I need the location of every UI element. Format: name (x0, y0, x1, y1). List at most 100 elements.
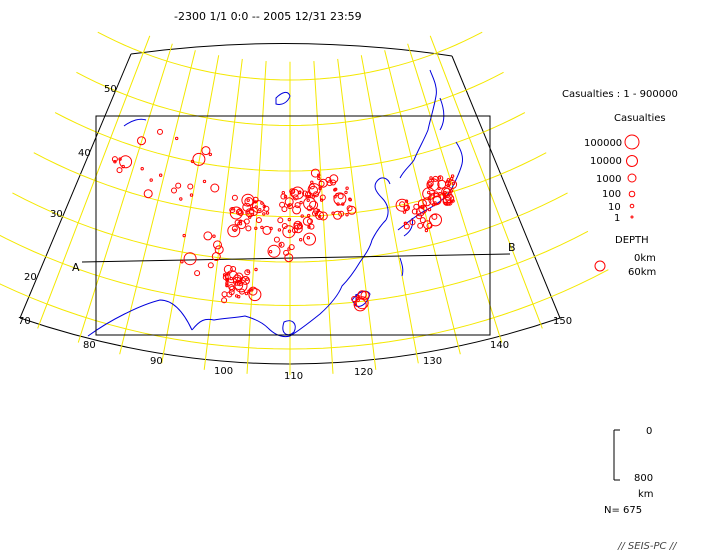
event-marker (236, 208, 243, 215)
event-marker (279, 201, 286, 208)
event-marker (337, 193, 344, 200)
legend-depth-60: 60km (628, 267, 656, 278)
event-marker (305, 191, 311, 198)
lat-label-40: 40 (78, 148, 91, 159)
event-marker (280, 193, 287, 200)
event-marker (246, 198, 250, 202)
event-marker (319, 198, 324, 202)
event-marker (248, 215, 252, 219)
event-marker (346, 205, 353, 212)
event-marker (208, 152, 213, 157)
event-marker (227, 224, 241, 238)
event-marker (427, 180, 434, 187)
event-marker (317, 173, 321, 177)
event-marker (308, 223, 315, 230)
event-marker (306, 236, 311, 240)
depth-scale (613, 429, 620, 481)
meridian-line (429, 35, 543, 329)
event-marker (318, 180, 325, 187)
event-marker (307, 183, 321, 197)
event-marker (207, 262, 214, 269)
event-marker (419, 217, 426, 224)
event-marker (442, 196, 452, 206)
event-marker (159, 173, 163, 177)
event-marker (284, 253, 294, 263)
event-marker (438, 192, 442, 196)
event-marker (341, 202, 345, 206)
event-marker (335, 192, 339, 197)
event-marker (429, 193, 433, 197)
event-marker (437, 186, 441, 191)
event-marker (171, 187, 177, 194)
meridian-line (407, 43, 503, 343)
event-marker (277, 217, 284, 224)
event-marker (287, 247, 291, 251)
event-marker (302, 190, 308, 197)
legend-size-100000: 100000 (584, 138, 622, 149)
lon-label-80: 80 (83, 340, 96, 351)
event-marker (252, 200, 265, 214)
event-marker (294, 202, 301, 209)
legend-circle-100 (628, 190, 636, 198)
legend-circle-10000 (626, 155, 638, 167)
event-marker (111, 156, 118, 163)
event-count: N= 675 (604, 505, 642, 516)
event-marker (252, 196, 259, 203)
event-marker (222, 273, 227, 277)
event-marker (287, 217, 291, 222)
event-marker (258, 208, 262, 212)
event-marker (416, 213, 422, 220)
legend-depth-title: DEPTH (615, 235, 649, 246)
event-marker (418, 204, 428, 214)
software-credit: // SEIS-PC // (617, 541, 678, 552)
event-marker (245, 277, 249, 281)
event-marker (255, 217, 262, 224)
event-marker (236, 280, 243, 287)
event-marker (278, 243, 282, 247)
event-marker (211, 252, 221, 261)
event-marker (417, 222, 424, 229)
event-marker (249, 207, 259, 216)
event-marker (267, 244, 281, 258)
event-marker (307, 218, 313, 225)
event-marker (228, 284, 235, 291)
period-title: -2300 1/1 0:0 -- 2005 12/31 23:59 (174, 10, 362, 23)
legend-size-10000: 10000 (590, 156, 622, 167)
lat-label-50: 50 (104, 84, 117, 95)
event-marker (182, 233, 186, 238)
event-marker (308, 183, 315, 190)
meridian-line (119, 50, 196, 355)
event-marker (234, 219, 241, 226)
event-marker (277, 228, 282, 232)
event-marker (202, 179, 207, 184)
event-marker (437, 175, 444, 182)
event-marker (239, 288, 245, 295)
event-marker (429, 176, 433, 180)
event-marker (244, 197, 254, 206)
event-marker (306, 198, 310, 203)
event-marker (449, 189, 454, 193)
event-marker (201, 146, 211, 156)
event-marker (235, 209, 242, 216)
event-marker (312, 210, 318, 217)
event-marker (292, 194, 299, 201)
lon-label-110: 110 (284, 371, 303, 382)
lon-label-130: 130 (423, 356, 442, 367)
event-marker (450, 177, 454, 181)
event-marker (331, 211, 335, 215)
legend-size-10: 10 (608, 202, 621, 213)
event-marker (192, 152, 206, 166)
meridian-line (37, 35, 151, 329)
event-marker (330, 179, 337, 186)
event-marker (409, 219, 416, 226)
event-marker (353, 298, 367, 312)
event-marker (309, 200, 319, 210)
event-marker (333, 192, 347, 206)
section-label-a: A (72, 261, 80, 274)
event-marker (417, 199, 427, 209)
meridian-line (77, 43, 173, 343)
event-marker (437, 176, 442, 180)
legend-size-100: 100 (602, 189, 621, 200)
event-marker (273, 236, 280, 243)
